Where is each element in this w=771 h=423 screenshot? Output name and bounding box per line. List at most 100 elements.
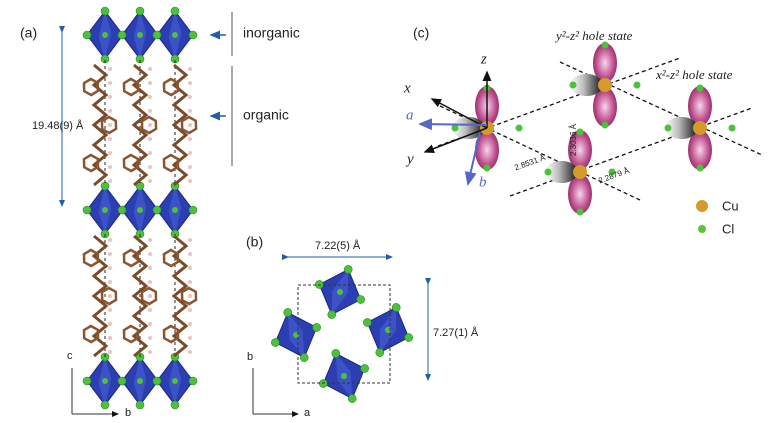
cl-atom: [83, 206, 91, 214]
h-atom: [108, 151, 112, 155]
h-atom: [108, 109, 112, 113]
cl-atom: [101, 401, 109, 409]
cl-atom: [189, 377, 197, 385]
h-atom: [188, 280, 192, 284]
cl-atom: [102, 207, 108, 213]
orbital: [665, 85, 736, 172]
height-label: 7.27(1) Å: [433, 326, 479, 339]
h-atom: [148, 179, 152, 183]
h-atom: [108, 165, 112, 169]
organic-label: organic: [243, 107, 289, 123]
h-atom: [108, 322, 112, 326]
h-atom: [188, 294, 192, 298]
h-atom: [188, 151, 192, 155]
h-atom: [148, 109, 152, 113]
h-atom: [108, 123, 112, 127]
h-atom: [108, 336, 112, 340]
axis-arrow: [420, 124, 487, 125]
cl-atom: [136, 7, 144, 15]
distance-label: 2.3036 Å: [569, 123, 578, 156]
cl-atom: [697, 85, 704, 92]
cl-atom: [189, 206, 197, 214]
h-atom: [188, 67, 192, 71]
axis-label: z: [480, 51, 487, 67]
cl-atom: [171, 7, 179, 15]
cl-atom: [137, 378, 143, 384]
width-label: 7.22(5) Å: [315, 239, 361, 252]
axis-label: b: [247, 351, 253, 363]
cl-atom: [729, 125, 736, 132]
cl-atom: [83, 377, 91, 385]
cl-atom: [634, 82, 641, 89]
h-atom: [148, 165, 152, 169]
axis-label: a: [406, 107, 414, 123]
h-atom: [108, 252, 112, 256]
octahedron: [306, 257, 374, 327]
orbital: [570, 42, 641, 129]
axis-label: x: [403, 80, 411, 96]
distance-label: 2.2879 Å: [597, 166, 631, 186]
h-atom: [148, 151, 152, 155]
octahedron: [153, 353, 197, 409]
legend-label: Cu: [722, 198, 739, 213]
cl-atom: [665, 125, 672, 132]
cl-atom: [101, 7, 109, 15]
h-atom: [148, 280, 152, 284]
h-atom: [108, 294, 112, 298]
figure: (a) inorganic organic 19.48(9) Å c b (b)…: [0, 0, 771, 423]
layer-spacing: 19.48(9) Å: [32, 119, 84, 132]
octahedron: [354, 295, 422, 365]
dashed-line: [510, 108, 752, 196]
h-atom: [188, 266, 192, 270]
h-atom: [148, 308, 152, 312]
h-atom: [108, 137, 112, 141]
panel-label: (b): [246, 234, 263, 250]
h-atom: [108, 67, 112, 71]
axis-label: a: [304, 407, 311, 419]
octahedron: [153, 7, 197, 63]
h-atom: [188, 252, 192, 256]
cl-atom: [118, 377, 126, 385]
cl-atom: [172, 32, 178, 38]
cu-atom: [573, 165, 587, 179]
axis-label: b: [479, 174, 487, 190]
h-atom: [148, 252, 152, 256]
h-atom: [188, 322, 192, 326]
h-atom: [148, 350, 152, 354]
legend-label: Cl: [722, 221, 734, 236]
cl-atom: [102, 32, 108, 38]
h-atom: [188, 109, 192, 113]
distance-label: 2.8531 Å: [513, 153, 547, 173]
cu-legend-marker: [696, 200, 708, 212]
cl-atom: [697, 165, 704, 172]
h-atom: [188, 350, 192, 354]
h-atom: [108, 81, 112, 85]
h-atom: [148, 294, 152, 298]
cl-atom: [545, 169, 552, 176]
axis-label: c: [67, 350, 73, 362]
cl-atom: [137, 207, 143, 213]
axis-label: b: [125, 407, 131, 419]
h-atom: [148, 95, 152, 99]
h-atom: [188, 81, 192, 85]
cu-atom: [693, 121, 707, 135]
h-atom: [108, 95, 112, 99]
h-atom: [148, 137, 152, 141]
cl-atom: [153, 31, 161, 39]
h-atom: [108, 308, 112, 312]
cl-atom: [118, 206, 126, 214]
cl-atom: [153, 377, 161, 385]
cl-atom: [137, 32, 143, 38]
state-label: x²-z² hole state: [655, 67, 733, 82]
h-atom: [108, 280, 112, 284]
cl-atom: [172, 207, 178, 213]
h-atom: [148, 238, 152, 242]
cl-atom: [153, 206, 161, 214]
cu-atom: [598, 78, 612, 92]
h-atom: [188, 137, 192, 141]
state-label: y²-z² hole state: [554, 28, 633, 43]
inorganic-label: inorganic: [243, 25, 300, 41]
cl-atom: [136, 401, 144, 409]
cl-atom: [118, 31, 126, 39]
h-atom: [188, 165, 192, 169]
